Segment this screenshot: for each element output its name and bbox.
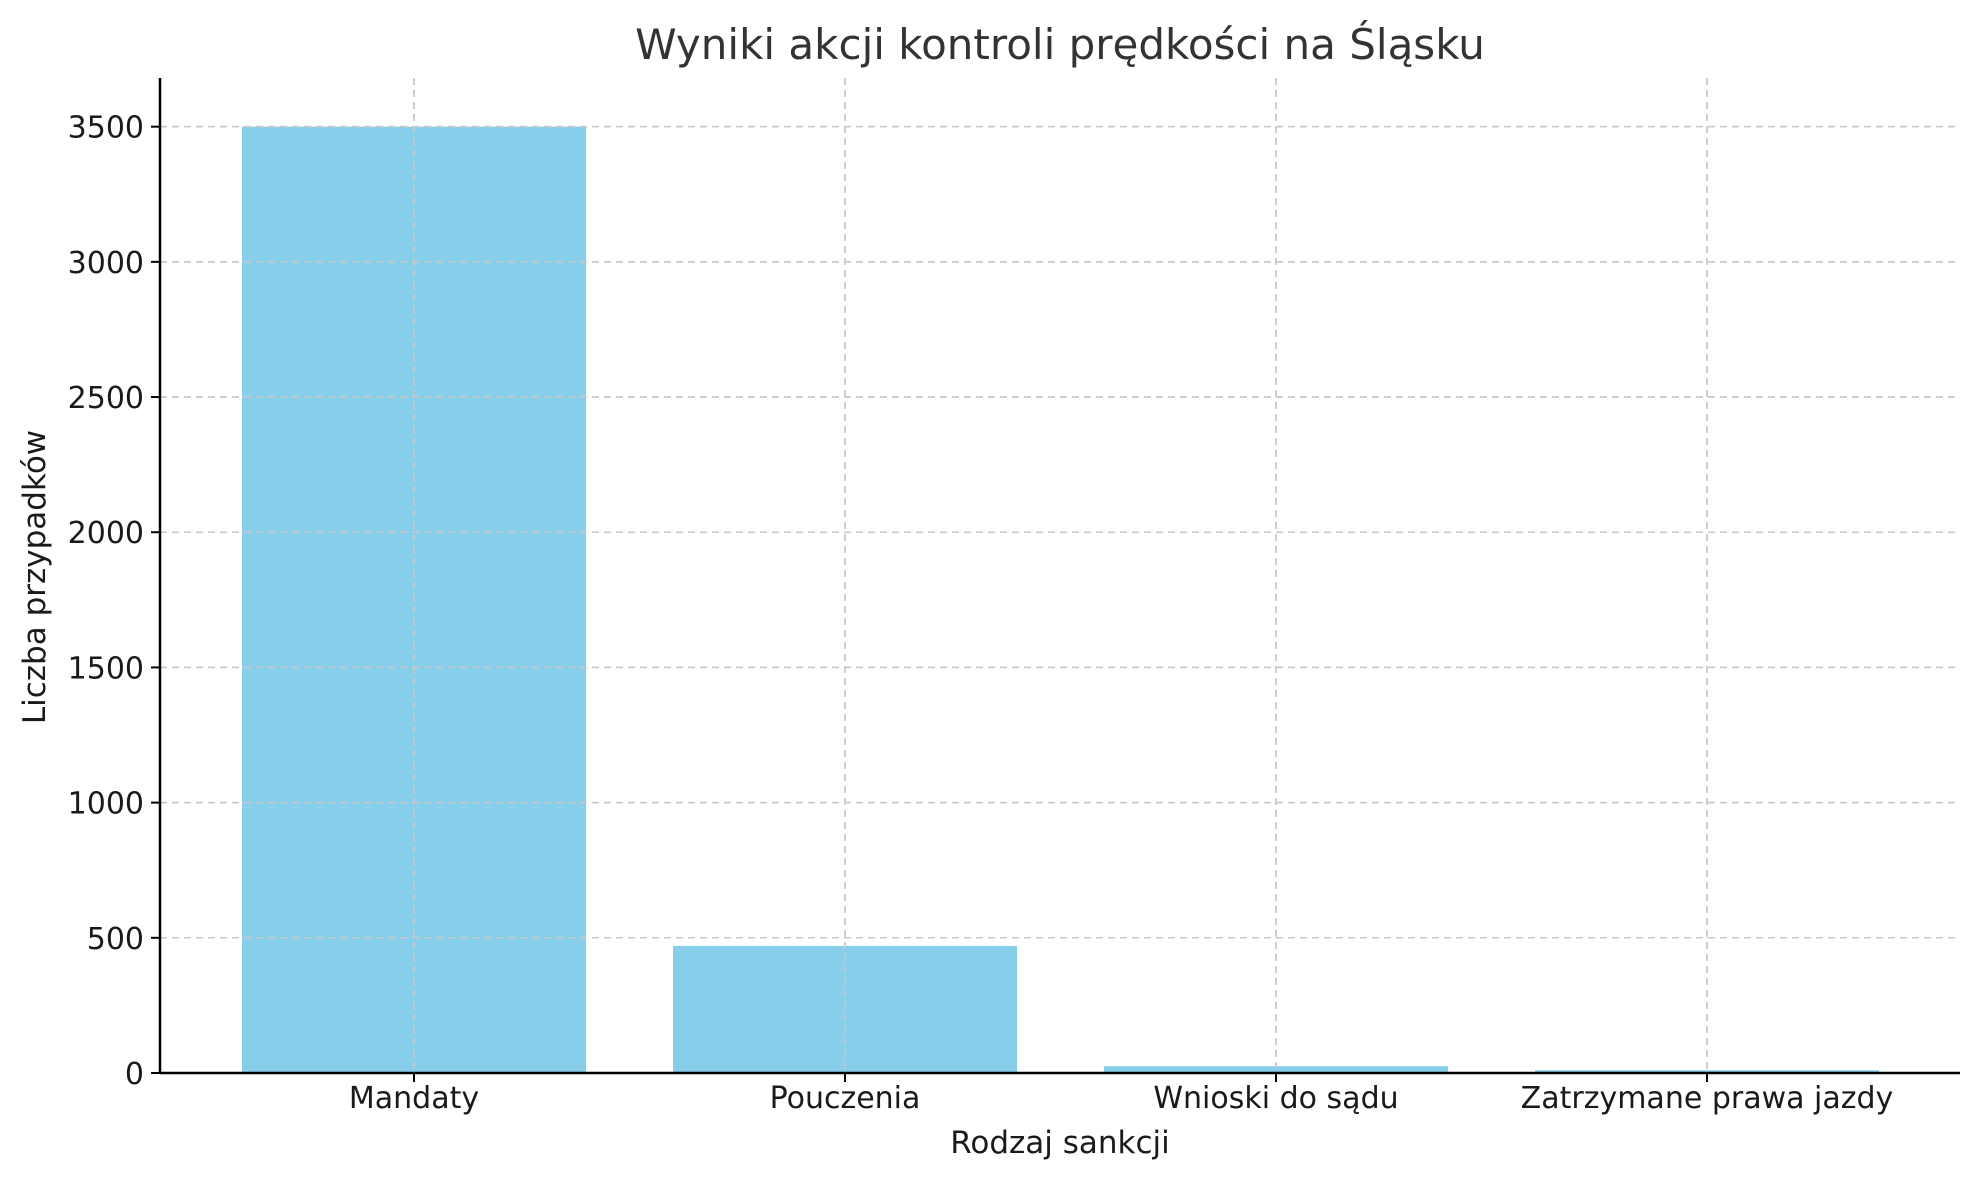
y-axis-label: Liczba przypadków	[17, 430, 53, 724]
bars	[242, 126, 1879, 1074]
y-tick-label: 3500	[68, 111, 144, 146]
y-tick-label: 1500	[68, 651, 144, 686]
bar-wnioski-do-sądu	[1104, 1066, 1448, 1073]
bar-zatrzymane-prawa-jazdy	[1535, 1070, 1879, 1073]
x-tick-label: Pouczenia	[770, 1081, 921, 1116]
x-grid-overlay	[160, 78, 1960, 1073]
y-axis-ticks: 0 500 1000 1500 2000 2500 3000 3500	[68, 111, 160, 1092]
x-axis-label: Rodzaj sankcji	[950, 1125, 1170, 1161]
y-tick-label: 3000	[68, 246, 144, 281]
y-tick-label: 2000	[68, 516, 144, 551]
y-tick-label: 0	[125, 1057, 144, 1092]
chart-title: Wyniki akcji kontroli prędkości na Śląsk…	[635, 19, 1485, 69]
y-tick-label: 500	[87, 922, 144, 957]
x-tick-label: Wnioski do sądu	[1153, 1081, 1398, 1116]
y-tick-label: 1000	[68, 787, 144, 822]
x-tick-label: Mandaty	[349, 1081, 479, 1116]
x-tick-label: Zatrzymane prawa jazdy	[1521, 1081, 1894, 1116]
axes	[158, 78, 1960, 1075]
x-axis-ticks: Mandaty Pouczenia Wnioski do sądu Zatrzyman…	[349, 1073, 1893, 1116]
y-tick-label: 2500	[68, 381, 144, 416]
